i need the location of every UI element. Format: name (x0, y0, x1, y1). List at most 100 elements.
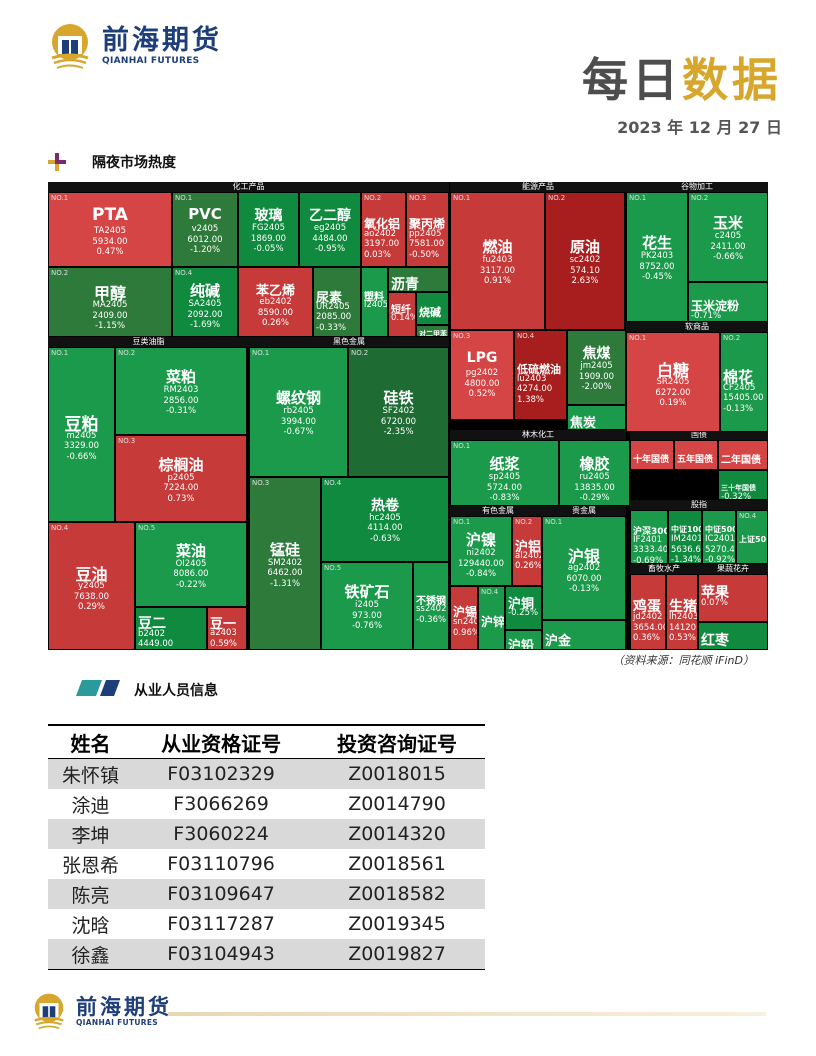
heatmap-cell-name: 短纤 (391, 304, 411, 316)
heatmap-rank: NO.4 (324, 479, 342, 487)
heatmap-cell-price: 5636.60 (671, 544, 701, 555)
heatmap-cell-name: 菜粕 (165, 368, 196, 386)
heatmap-cell-code: y2405 (78, 581, 105, 591)
heatmap-cell-name: 沪镍 (465, 531, 496, 549)
company-logo: 前海期货 QIANHAI FUTURES (46, 22, 222, 70)
heatmap-cell: NO.2 硅铁 SF2402 6720.00 -2.35% (348, 347, 449, 477)
table-row: 朱怀镇 F03102329 Z0018015 (48, 758, 485, 789)
heatmap-cell-name: 塑料 (364, 292, 384, 303)
heatmap-rank: NO.4 (481, 588, 499, 596)
table-row: 徐鑫 F03104943 Z0019827 (48, 939, 485, 970)
heatmap-cell: NO.1 纸浆 sp2405 5724.00 -0.83% (450, 440, 559, 506)
heatmap-cell: NO.1 沪银 ag2402 6070.00 -0.13% (542, 516, 626, 620)
heatmap-cell-name: 中证500 (705, 525, 736, 534)
heatmap-cell-name: 硅铁 (383, 389, 414, 407)
heatmap-cell-change: 0.19% (659, 398, 687, 408)
heatmap-rank: NO.1 (453, 442, 471, 450)
logo-english-name: QIANHAI FUTURES (76, 1018, 158, 1027)
table-row: 陈亮 F03109647 Z0018582 (48, 879, 485, 909)
heatmap-cell-name: 聚丙烯 (409, 216, 446, 231)
heatmap-cell-price: 6070.00 (566, 573, 602, 584)
heatmap-cell-price: 7224.00 (163, 483, 199, 493)
heatmap-cell-name: 不锈钢 (416, 596, 446, 607)
heatmap-cell-change: -0.29% (579, 493, 610, 503)
heatmap-cell-code: PK2403 (640, 251, 674, 261)
heatmap-cell: NO.4 豆油 y2405 7638.00 0.29% (48, 522, 135, 650)
consulting-no: Z0019827 (309, 939, 485, 970)
heatmap-cell: 鸡蛋 jd2402 3654.00 0.36% (630, 574, 666, 650)
heatmap-cell-change: -1.34% (671, 555, 702, 564)
heatmap-cell-price: 2856.00 (163, 395, 199, 406)
heatmap-cell-change: -0.22% (175, 579, 207, 590)
heatmap-cell: NO.2 菜粕 RM2403 2856.00 -0.31% (115, 347, 247, 435)
heatmap-cell-change: 0.53% (669, 633, 697, 643)
heatmap-cell: 沪锡sn24020.96% (450, 586, 478, 650)
heatmap-cell: 烧碱 (416, 292, 449, 325)
heatmap-rank: NO.2 (691, 194, 709, 202)
heatmap-cell-change: -1.69% (189, 320, 221, 330)
heatmap-rank: NO.1 (629, 194, 647, 202)
heatmap-cell-change: -0.63% (369, 533, 401, 544)
col-qualification-header: 从业资格证号 (133, 724, 310, 759)
heatmap-cell: 沥青 (388, 267, 449, 292)
heatmap-cell: NO.4 上证50 (736, 510, 768, 564)
heatmap-cell-name: 纯碱 (189, 282, 220, 300)
heatmap-cell-change: -0.13% (723, 403, 754, 414)
heatmap-rank: NO.1 (453, 518, 471, 526)
consulting-no: Z0018582 (309, 879, 485, 909)
table-header-row: 姓名 从业资格证号 投资咨询证号 (48, 724, 485, 759)
heatmap-group-header: 林木化工 (450, 430, 626, 440)
heatmap-cell: 尿素 UR2405 2085.00 -0.33% (313, 267, 361, 337)
heatmap-cell-name: 沪铝 (515, 539, 542, 555)
qualification-no: F03117287 (167, 913, 275, 935)
heatmap-cell: NO.1 花生 PK2403 8752.00 -0.45% (626, 192, 688, 322)
heatmap-cell: 豆二 b2402 4449.00 (135, 607, 207, 650)
heatmap-cell: 二年国债 (718, 440, 768, 470)
heatmap-cell-price: 8590.00 (257, 307, 294, 318)
heatmap-cell-change: 0.96% (453, 627, 478, 638)
heatmap-cell-name: 沥青 (391, 276, 419, 292)
heatmap-cell-name: 豆油 (75, 565, 108, 584)
heatmap-cell: NO.4 热卷 hc2405 4114.00 -0.63% (321, 477, 449, 562)
col-name-header: 姓名 (48, 724, 134, 759)
heatmap-cell-price: 7581.00 (409, 239, 445, 249)
heatmap-cell-name: 红枣 (701, 633, 729, 649)
heatmap-group-header: 股指 (630, 500, 768, 510)
heatmap-cell-code: al2402 (515, 550, 542, 561)
heatmap-cell-name: 甲醇 (93, 284, 126, 303)
heatmap-cell-change: 0.36% (633, 633, 661, 643)
heatmap-cell-price: 4800.00 (464, 378, 500, 389)
heatmap-cell-name: 乙二醇 (309, 208, 351, 224)
heatmap-cell-name: 烧碱 (419, 306, 441, 319)
staff-name: 沈晗 (71, 914, 110, 937)
heatmap-cell-change: -0.66% (66, 451, 97, 462)
heatmap-cell-name: 氧化铝 (364, 216, 401, 231)
heatmap-cell-code: SM2402 (267, 557, 303, 568)
staff-name: 涂迪 (71, 794, 110, 817)
heatmap-cell: 苯乙烯 eb2402 8590.00 0.26% (238, 267, 313, 337)
heatmap-cell-code: c2405 (714, 231, 742, 241)
heatmap-cell-code: lu2403 (517, 373, 547, 384)
table-row: 涂迪 F3066269 Z0014790 (48, 789, 485, 819)
heatmap-rank: NO.1 (252, 349, 270, 357)
heatmap-cell-change: 0.07% (701, 598, 729, 608)
heatmap-cell-change: 0.73% (167, 493, 195, 504)
heatmap-cell-change: -1.15% (94, 321, 126, 331)
heatmap-cell-name: 棉花 (723, 367, 754, 386)
heatmap-cell-price: 1869.00 (250, 233, 287, 244)
heatmap-cell-code: sp2405 (488, 472, 521, 482)
heatmap-cell-name: 五年国债 (677, 454, 714, 465)
heatmap-section-heading: 隔夜市场热度 (48, 152, 176, 172)
heatmap-rank: NO.1 (629, 334, 647, 342)
logo-english-name: QIANHAI FUTURES (102, 56, 200, 66)
heatmap-cell: NO.4 纯碱 SA2405 2092.00 -1.69% (172, 267, 238, 337)
consulting-no: Z0019345 (348, 913, 446, 935)
heatmap-cell-price: 129440.00 (458, 558, 504, 569)
heatmap-cell: 玻璃 FG2405 1869.00 -0.05% (238, 192, 299, 267)
heatmap-cell-code: TA2405 (94, 226, 126, 236)
heatmap-cell-code: jm2405 (580, 361, 613, 371)
heatmap-cell-name: 沪锡 (453, 605, 478, 619)
heatmap-cell: NO.2 沪铝 al2402 0.26% (512, 516, 542, 586)
heatmap-group-header: 黑色金属 (249, 337, 449, 347)
